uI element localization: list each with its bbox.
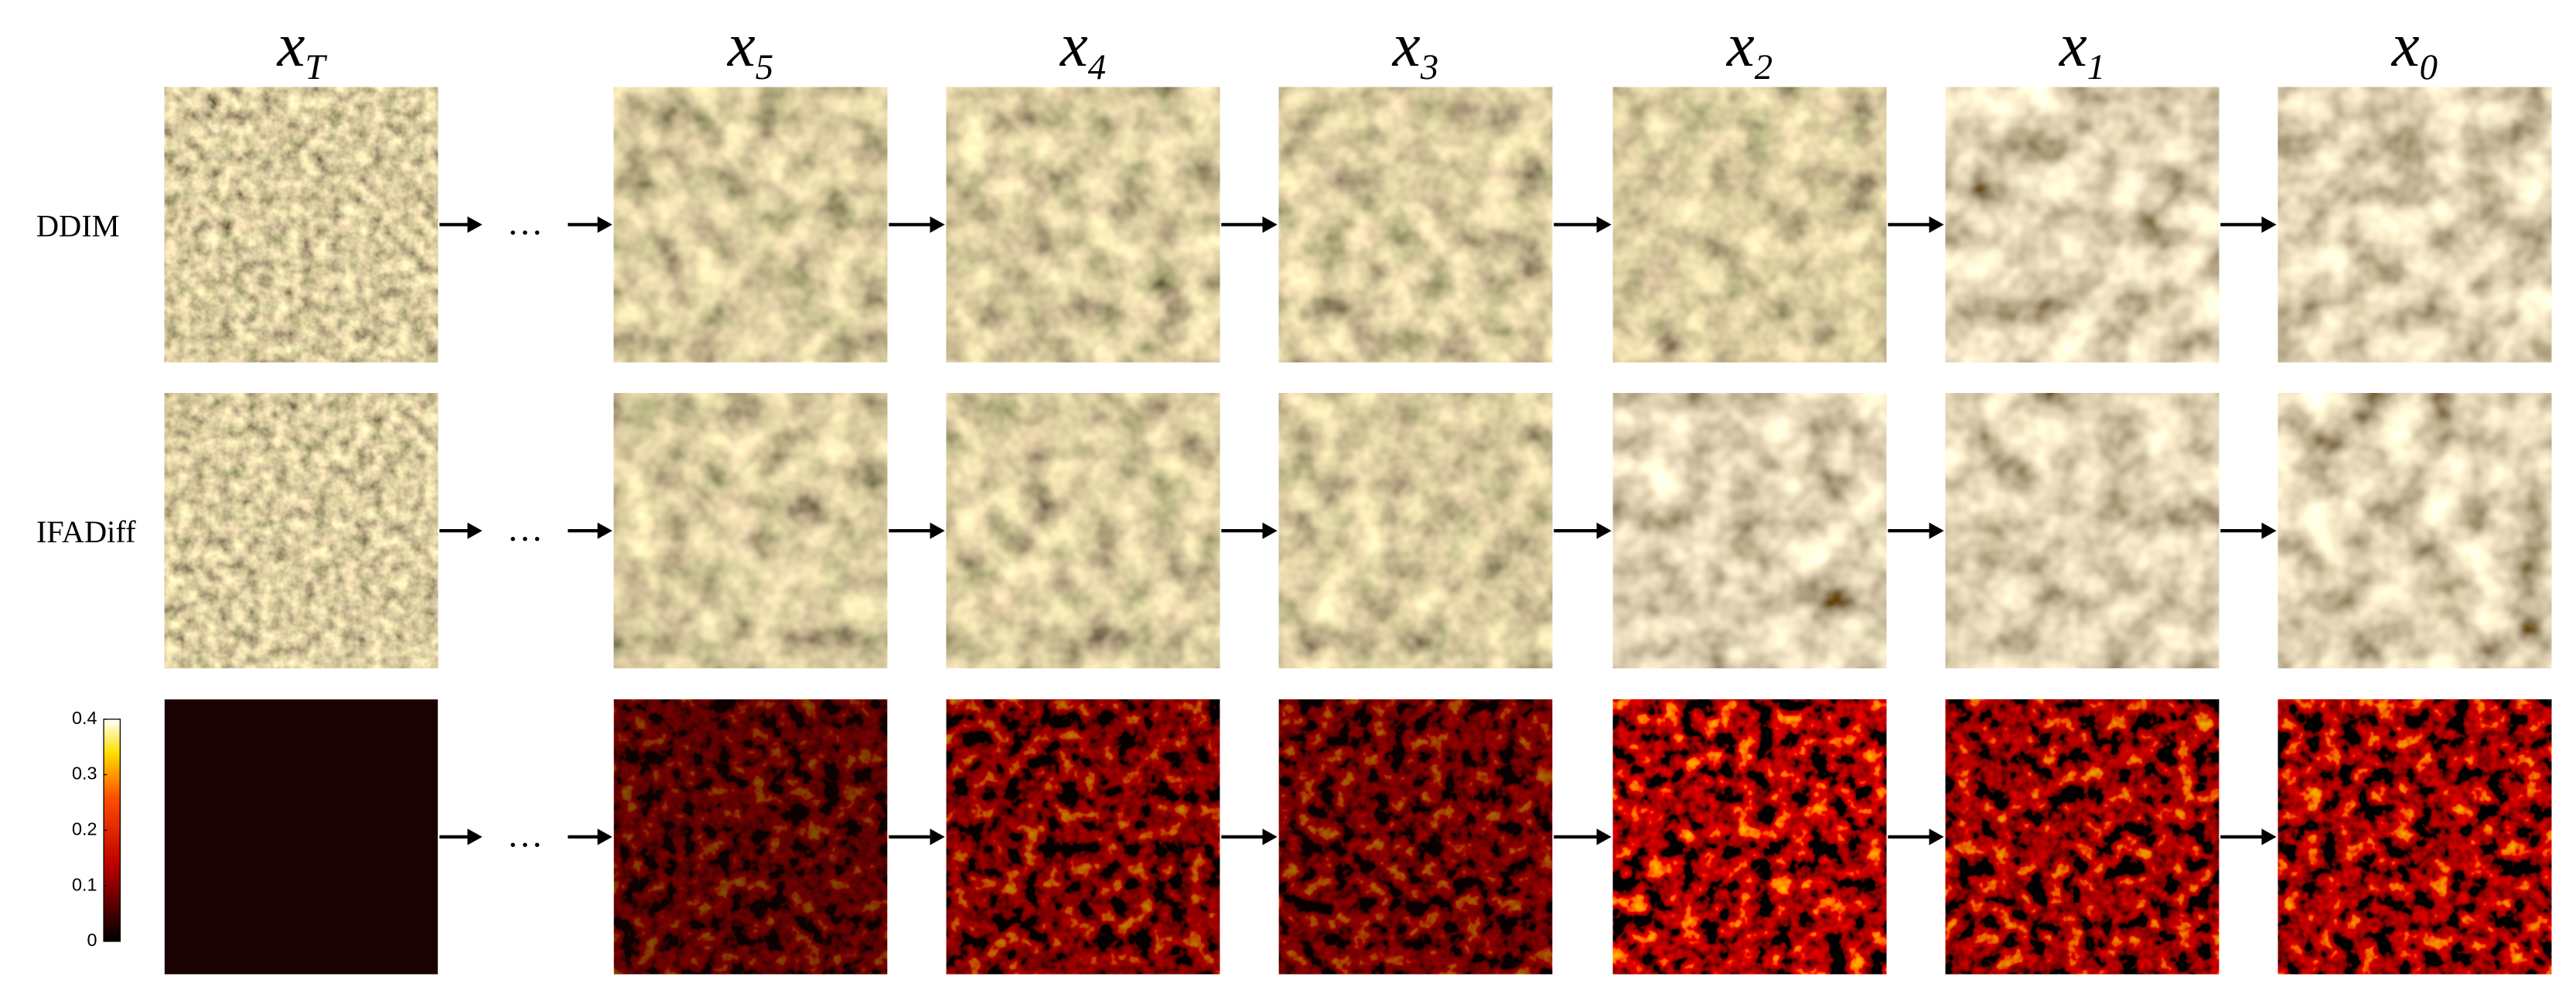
arrow-head bbox=[2261, 828, 2277, 845]
arrow-head bbox=[1596, 216, 1612, 234]
header-symbol: x bbox=[2059, 11, 2087, 80]
header-symbol: x bbox=[727, 11, 756, 80]
difference-texture bbox=[1612, 699, 1887, 975]
sample-image bbox=[1945, 393, 2219, 668]
arrow-head bbox=[1262, 828, 1278, 845]
header-subscript: 2 bbox=[1755, 47, 1772, 87]
header-subscript: 1 bbox=[2087, 47, 2105, 87]
sample-image bbox=[164, 393, 438, 668]
ellipsis: … bbox=[507, 203, 544, 243]
sample-image bbox=[1278, 87, 1553, 363]
arrow-head bbox=[1929, 216, 1944, 234]
colorbar-tick-label: 0.3 bbox=[72, 763, 97, 784]
header-symbol: x bbox=[277, 11, 305, 80]
row-label: IFADiff bbox=[36, 514, 136, 549]
sample-image bbox=[613, 393, 888, 668]
colorbar bbox=[103, 719, 121, 942]
arrow-head bbox=[2261, 216, 2277, 234]
arrow-head bbox=[1929, 522, 1944, 539]
header-subscript: T bbox=[305, 47, 327, 87]
arrow-head bbox=[597, 216, 612, 234]
column-header: x2 bbox=[1726, 11, 1772, 87]
column-header: xT bbox=[277, 11, 328, 87]
colorbar-tick-label: 0.4 bbox=[72, 708, 97, 728]
sample-image bbox=[946, 87, 1220, 363]
header-symbol: x bbox=[1726, 11, 1755, 80]
header-subscript: 5 bbox=[756, 47, 773, 87]
header-subscript: 3 bbox=[1420, 47, 1438, 87]
colorbar-tick-label: 0.1 bbox=[72, 874, 97, 894]
arrow-head bbox=[1596, 522, 1612, 539]
header-symbol: x bbox=[1392, 11, 1421, 80]
arrow-head bbox=[1929, 828, 1944, 845]
difference-texture bbox=[1278, 699, 1553, 975]
ellipsis: … bbox=[507, 509, 544, 549]
arrow-head bbox=[930, 216, 945, 234]
header-subscript: 0 bbox=[2420, 47, 2438, 87]
arrow-head bbox=[930, 828, 945, 845]
sample-image bbox=[1945, 87, 2219, 363]
arrow-head bbox=[2261, 522, 2277, 539]
arrow-head bbox=[597, 522, 612, 539]
column-header: x5 bbox=[727, 11, 773, 87]
arrow-head bbox=[1262, 216, 1278, 234]
column-header: x4 bbox=[1059, 11, 1106, 87]
column-header: x1 bbox=[2059, 11, 2105, 87]
difference-texture bbox=[2277, 699, 2552, 975]
arrow-head bbox=[467, 216, 483, 234]
difference-texture bbox=[613, 699, 888, 975]
header-symbol: x bbox=[1059, 11, 1088, 80]
arrow-head bbox=[1596, 828, 1612, 845]
arrow-head bbox=[1262, 522, 1278, 539]
row-label: DDIM bbox=[36, 208, 120, 243]
difference-map bbox=[164, 699, 438, 975]
column-header: x0 bbox=[2391, 11, 2438, 87]
column-header: x3 bbox=[1392, 11, 1438, 87]
sample-image bbox=[946, 393, 1220, 668]
sample-image bbox=[1278, 393, 1553, 668]
header-symbol: x bbox=[2391, 11, 2420, 80]
sample-image bbox=[2277, 393, 2552, 668]
colorbar-tick-label: 0.2 bbox=[72, 819, 97, 839]
sample-image bbox=[2277, 87, 2552, 363]
ellipsis: … bbox=[507, 815, 544, 856]
arrow-head bbox=[467, 828, 483, 845]
difference-texture bbox=[1945, 699, 2219, 975]
colorbar-tick-label: 0 bbox=[87, 930, 97, 950]
sample-image bbox=[1612, 393, 1887, 668]
header-subscript: 4 bbox=[1088, 47, 1106, 87]
arrow-head bbox=[930, 522, 945, 539]
arrow-head bbox=[597, 828, 612, 845]
difference-texture bbox=[946, 699, 1220, 975]
sample-image bbox=[1612, 87, 1887, 363]
sample-image bbox=[613, 87, 888, 363]
sample-image bbox=[164, 87, 438, 363]
arrow-head bbox=[467, 522, 483, 539]
